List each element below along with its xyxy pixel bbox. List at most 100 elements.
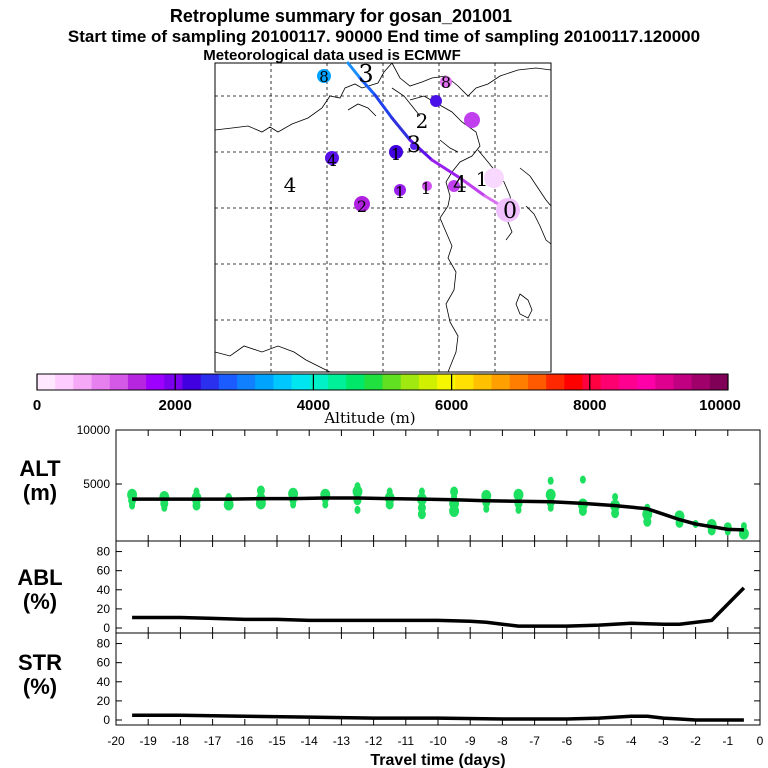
- y-tick-label: 0: [103, 621, 110, 635]
- alt-scatter-point: [352, 485, 363, 498]
- colorbar-swatch: [655, 374, 674, 390]
- colorbar-swatch: [509, 374, 529, 390]
- x-tick-label: -13: [333, 734, 351, 748]
- alt-scatter-point: [545, 488, 556, 501]
- colorbar-swatch: [273, 374, 293, 390]
- colorbar-swatch: [637, 374, 656, 390]
- alt-unit: (m): [23, 480, 57, 505]
- alt-scatter-point: [288, 487, 299, 500]
- y-tick-label: 20: [97, 694, 111, 708]
- trajectory-segment: [390, 116, 412, 142]
- plume-blob: [464, 112, 480, 128]
- colorbar-tick-label: 8000: [573, 397, 606, 414]
- plume-blob: [325, 151, 339, 165]
- colorbar-swatch: [364, 374, 383, 390]
- y-tick-label: 10000: [77, 423, 111, 437]
- chart-title: Retroplume summary for gosan_201001: [170, 6, 512, 26]
- colorbar-swatch: [491, 374, 511, 390]
- x-tick-label: -1: [722, 734, 733, 748]
- alt-scatter-point: [354, 482, 361, 491]
- alt-label: ALT: [19, 456, 61, 481]
- colorbar-swatch: [527, 374, 547, 390]
- x-tick-label: -5: [594, 734, 605, 748]
- colorbar-tick-label: 6000: [435, 397, 468, 414]
- y-tick-label: 80: [97, 637, 111, 651]
- colorbar-swatch: [673, 374, 693, 390]
- colorbar-swatch: [37, 374, 56, 390]
- plume-blob: [440, 76, 452, 88]
- x-tick-label: -11: [398, 734, 415, 748]
- colorbar-swatch: [182, 374, 202, 390]
- colorbar-swatch: [200, 374, 220, 390]
- colorbar-tick-label: 2000: [159, 397, 192, 414]
- colorbar-swatch: [691, 374, 711, 390]
- alt-scatter-point: [354, 505, 361, 514]
- point-label: 1: [476, 167, 489, 191]
- alt-scatter-point: [513, 488, 524, 501]
- point-label: 8: [441, 73, 451, 92]
- point-label: 1: [395, 183, 405, 202]
- x-tick-label: -4: [626, 734, 637, 748]
- colorbar-swatch: [73, 374, 93, 390]
- abl-unit: (%): [23, 589, 57, 614]
- point-label: 0: [503, 199, 517, 224]
- x-tick-label: -19: [140, 734, 158, 748]
- str-unit: (%): [23, 674, 57, 699]
- x-tick-label: -18: [172, 734, 190, 748]
- x-tick-label: -7: [529, 734, 540, 748]
- x-tick-label: -15: [268, 734, 286, 748]
- alt-scatter-point: [161, 503, 168, 512]
- x-tick-label: -6: [561, 734, 572, 748]
- colorbar-swatch: [327, 374, 347, 390]
- abl-series-line: [132, 586, 746, 628]
- colorbar-swatch: [291, 374, 311, 390]
- point-label: 2: [357, 197, 367, 216]
- str-series-line: [132, 713, 744, 722]
- colorbar-swatch: [382, 374, 402, 390]
- point-label: 4: [453, 173, 467, 198]
- colorbar-swatch: [146, 374, 165, 390]
- colorbar-swatch: [582, 374, 602, 390]
- colorbar-swatch: [600, 374, 620, 390]
- plume-blob: [394, 184, 406, 196]
- plume-blob: [317, 69, 331, 83]
- alt-scatter-point: [193, 487, 200, 496]
- str-label: STR: [18, 650, 62, 675]
- alt-scatter-point: [159, 490, 170, 503]
- colorbar-tick-label: 4000: [297, 397, 330, 414]
- plume-blob: [389, 145, 403, 159]
- colorbar-swatch: [255, 374, 274, 390]
- plume-blob: [484, 168, 504, 188]
- alt-scatter-point: [129, 499, 136, 508]
- abl-label: ABL: [17, 565, 62, 590]
- colorbar-swatch: [618, 374, 638, 390]
- plume-blob: [496, 198, 520, 222]
- x-tick-label: -10: [429, 734, 447, 748]
- x-tick-label: -12: [365, 734, 383, 748]
- map-frame: [214, 62, 552, 373]
- panel-frame-alt: [115, 429, 761, 542]
- colorbar-swatch: [109, 374, 129, 390]
- colorbar-swatch: [55, 374, 74, 390]
- alt-scatter-point: [449, 505, 460, 517]
- y-tick-label: 0: [103, 713, 110, 727]
- sampling-times: Start time of sampling 20100117. 90000 E…: [68, 27, 700, 46]
- point-label: 3: [407, 133, 421, 158]
- y-tick-label: 60: [97, 656, 111, 670]
- y-tick-label: 80: [97, 545, 111, 559]
- x-tick-label: -2: [690, 734, 701, 748]
- plume-blob: [354, 196, 370, 212]
- x-tick-label: -9: [465, 734, 476, 748]
- map-grid: [215, 63, 551, 372]
- colorbar-swatch: [418, 374, 438, 390]
- point-label: 3: [358, 60, 373, 88]
- y-tick-label: 40: [97, 675, 111, 689]
- alt-scatter-point: [418, 487, 425, 496]
- x-tick-label: -20: [107, 734, 125, 748]
- alt-scatter-point: [547, 476, 554, 485]
- plume-blob: [422, 181, 432, 191]
- altitude-colorbar: 0 2000 4000 6000 8000 10000: [33, 373, 741, 414]
